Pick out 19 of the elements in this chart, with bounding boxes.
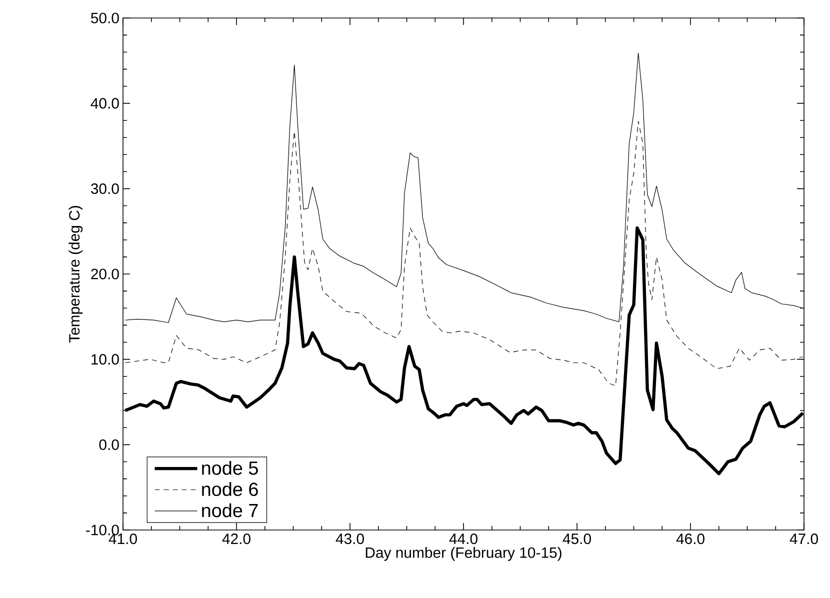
x-tick-label: 45.0 xyxy=(562,534,591,544)
y-tick-label: 50.0 xyxy=(90,12,119,24)
y-tick-label: -10.0 xyxy=(86,524,119,536)
legend-label: node 7 xyxy=(202,503,258,518)
legend-label: node 6 xyxy=(202,482,258,496)
y-axis-title: Temperature (deg C) xyxy=(68,206,83,343)
y-tick-label: 30.0 xyxy=(90,183,119,194)
y-tick-label: 20.0 xyxy=(91,268,119,280)
y-tick-label: 10.0 xyxy=(92,354,119,365)
y-tick-label: 0.0 xyxy=(99,439,119,450)
x-tick-label: 47.0 xyxy=(790,534,818,544)
x-tick-label: 43.0 xyxy=(336,534,364,544)
x-tick-label: 44.0 xyxy=(449,534,478,544)
x-tick-label: 41.0 xyxy=(108,534,137,544)
y-tick-label: 40.0 xyxy=(90,98,119,109)
x-tick-label: 42.0 xyxy=(222,534,250,544)
x-axis-title: Day number (February 10-15) xyxy=(366,546,562,561)
x-tick-label: 46.0 xyxy=(676,534,704,544)
legend-label: node 5 xyxy=(202,460,258,475)
